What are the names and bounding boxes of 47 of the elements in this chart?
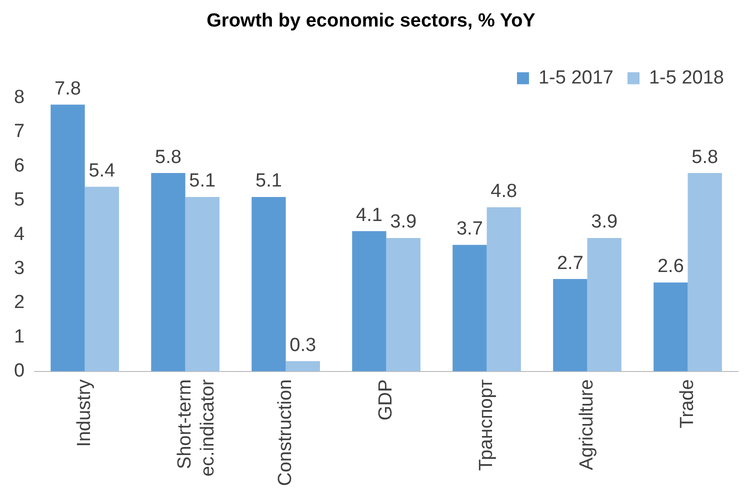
data-label: 5.8: [155, 146, 182, 168]
y-tick-label: 2: [14, 292, 25, 314]
x-tick-label: Industry: [74, 378, 96, 447]
y-tick-label: 4: [14, 224, 25, 245]
x-tick-label: Trade: [676, 379, 698, 428]
bar: [452, 244, 487, 372]
data-label: 3.9: [591, 212, 618, 233]
bar: [84, 186, 119, 372]
bar: [654, 282, 688, 372]
x-tick-label: GDP: [376, 379, 397, 421]
legend-label: 1-5 2018: [648, 68, 724, 89]
data-label: 0.3: [290, 334, 316, 356]
x-tick-label: Short-term ec.indicator: [174, 378, 218, 477]
bar: [553, 279, 588, 372]
y-tick-label: 7: [14, 121, 25, 142]
legend-label: 1-5 2017: [538, 68, 614, 89]
bar: [587, 238, 622, 372]
x-tick-label: Транспорт: [476, 379, 498, 471]
y-tick-label: 6: [14, 155, 25, 176]
y-tick-label: 3: [14, 258, 25, 279]
bar: [151, 173, 186, 372]
bar: [352, 231, 386, 372]
data-label: 4.8: [490, 180, 518, 202]
data-label: 5.1: [189, 170, 216, 192]
bar: [688, 173, 722, 372]
bar: [386, 238, 420, 372]
data-label: 3.9: [390, 212, 417, 233]
y-tick-label: 8: [14, 87, 25, 108]
data-label: 2.6: [657, 256, 684, 278]
y-tick-label: 5: [14, 190, 25, 211]
x-tick-label: Construction: [275, 379, 296, 486]
y-tick-label: 0: [14, 360, 25, 382]
chart-title: Growth by economic sectors, % YoY: [206, 10, 536, 32]
y-tick-label: 1: [14, 326, 25, 348]
bar: [252, 196, 286, 372]
data-label: 5.4: [88, 160, 116, 182]
bar: [486, 207, 521, 372]
bar: [286, 361, 320, 372]
data-label: 5.8: [692, 146, 718, 168]
bar: [185, 196, 220, 372]
data-label: 7.8: [54, 78, 81, 100]
data-label: 3.7: [456, 218, 483, 240]
data-label: 5.1: [256, 170, 282, 192]
data-label: 4.1: [356, 204, 382, 226]
x-tick-label: Agriculture: [576, 379, 598, 470]
data-label: 2.7: [556, 252, 584, 274]
bar: [50, 104, 85, 372]
